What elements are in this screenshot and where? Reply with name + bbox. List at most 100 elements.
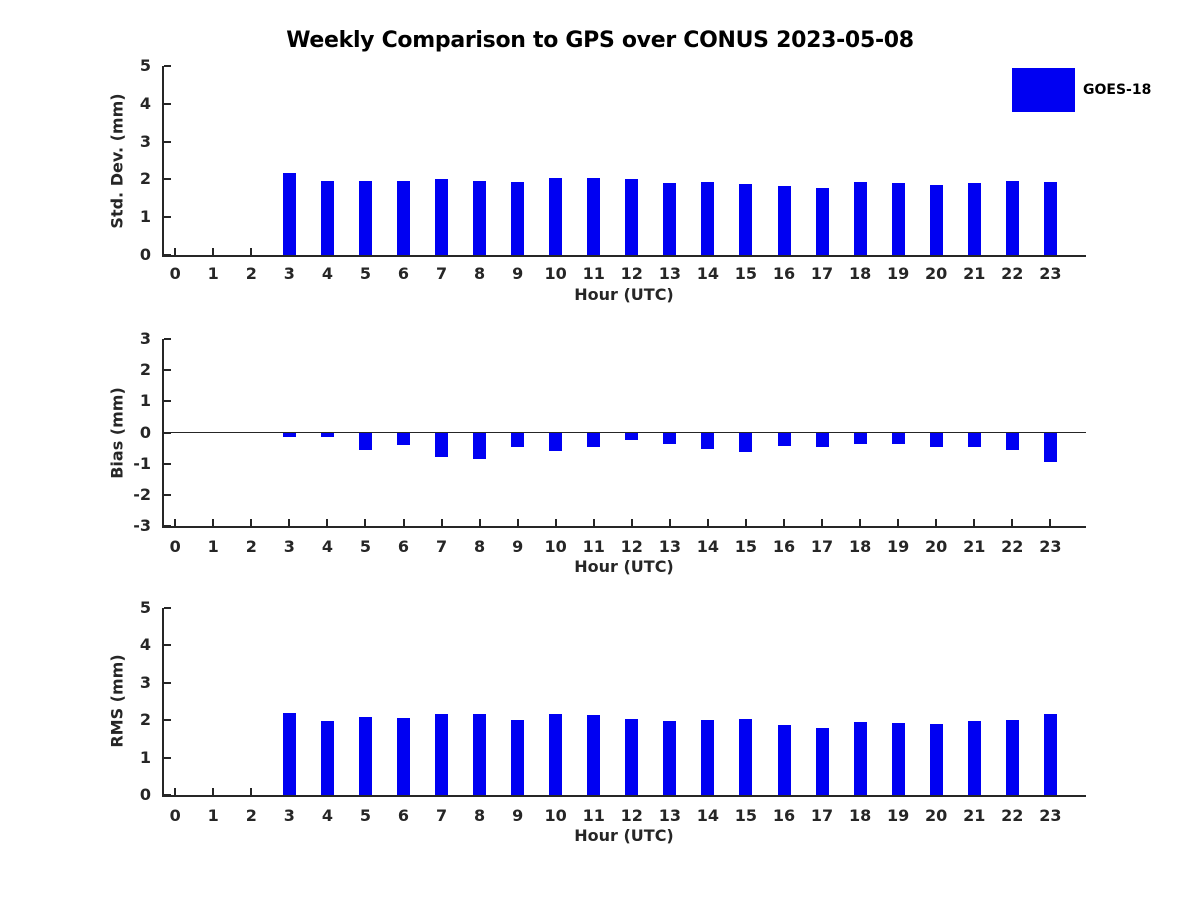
x-tick (859, 519, 862, 526)
y-tick (164, 493, 171, 496)
bias-x-axis-label: Hour (UTC) (574, 557, 674, 576)
x-tick (897, 519, 900, 526)
bar-hour-14 (701, 182, 715, 255)
bar-hour-3 (282, 712, 296, 795)
x-tick-label: 8 (474, 537, 486, 556)
x-tick-label: 4 (321, 806, 333, 825)
bar-hour-17 (815, 432, 829, 447)
bar-hour-8 (473, 432, 487, 459)
bar-hour-23 (1043, 432, 1057, 463)
x-tick (592, 519, 595, 526)
y-tick (164, 719, 171, 722)
bar-hour-10 (549, 432, 563, 452)
x-tick-label: 0 (169, 806, 181, 825)
x-tick-label: 20 (925, 537, 948, 556)
x-tick-label: 23 (1039, 806, 1062, 825)
bar-hour-13 (663, 432, 677, 445)
bar-hour-6 (397, 717, 410, 795)
bar-hour-21 (967, 182, 981, 255)
y-tick (164, 462, 171, 465)
y-tick (164, 254, 171, 256)
x-tick-label: 7 (435, 537, 448, 556)
bias-plot-area (162, 339, 1086, 528)
x-tick (364, 519, 367, 526)
bar-hour-15 (739, 432, 753, 452)
x-tick (326, 519, 329, 526)
y-tick-label: -3 (133, 516, 151, 535)
x-tick-label: 11 (582, 806, 605, 825)
y-tick-label: -1 (133, 453, 151, 473)
bar-hour-19 (891, 722, 905, 795)
bar-hour-8 (473, 181, 487, 255)
x-tick-label: 9 (512, 537, 524, 556)
x-tick-label: 13 (658, 537, 681, 556)
bar-hour-6 (397, 180, 410, 255)
bar-hour-16 (777, 432, 791, 446)
bar-hour-11 (587, 432, 601, 448)
x-tick (706, 519, 709, 526)
bar-hour-9 (511, 432, 525, 447)
x-tick-label: 16 (772, 537, 796, 556)
x-tick-label: 22 (1001, 806, 1024, 825)
y-tick-label: 3 (139, 329, 151, 348)
bar-hour-15 (739, 719, 753, 795)
bar-hour-17 (815, 188, 829, 255)
zero-reference-line (162, 431, 1086, 434)
y-tick (164, 681, 171, 684)
x-tick-label: 15 (734, 264, 758, 283)
x-tick-label: 12 (620, 537, 643, 556)
x-tick-label: 17 (810, 806, 834, 825)
bar-hour-7 (435, 432, 449, 458)
bar-hour-14 (701, 720, 715, 795)
y-tick-label: -2 (133, 484, 151, 504)
x-tick-label: 21 (963, 537, 986, 556)
x-tick-label: 7 (435, 806, 448, 825)
x-tick-label: 1 (207, 806, 219, 825)
y-tick-label: 5 (139, 598, 151, 617)
x-tick-label: 0 (169, 264, 181, 283)
bar-hour-20 (929, 185, 943, 255)
x-tick-label: 14 (696, 537, 720, 556)
x-tick (554, 519, 557, 526)
x-tick-label: 3 (283, 537, 295, 556)
bar-hour-22 (1005, 181, 1019, 255)
bar-hour-5 (358, 432, 372, 450)
x-tick-label: 10 (544, 806, 567, 825)
bar-hour-3 (282, 172, 296, 255)
x-tick-label: 18 (848, 806, 872, 825)
x-tick-label: 1 (207, 537, 219, 556)
y-tick (164, 369, 171, 372)
bar-hour-12 (625, 432, 639, 440)
x-tick (744, 519, 747, 526)
x-tick-label: 19 (887, 537, 910, 556)
y-tick-label: 1 (139, 747, 151, 767)
x-tick (250, 788, 253, 795)
bar-hour-20 (929, 723, 943, 795)
x-tick (288, 519, 291, 526)
bar-hour-7 (435, 179, 449, 255)
bar-hour-22 (1005, 432, 1019, 450)
x-tick-label: 19 (887, 264, 910, 283)
x-tick-label: 11 (582, 537, 605, 556)
bar-hour-18 (853, 721, 867, 795)
bar-hour-6 (397, 432, 410, 445)
x-tick (174, 519, 177, 526)
x-tick-label: 18 (848, 264, 872, 283)
y-tick (164, 756, 171, 759)
x-tick-label: 21 (963, 806, 986, 825)
x-tick-label: 5 (359, 264, 371, 283)
bar-hour-11 (587, 177, 601, 255)
x-tick-label: 2 (245, 806, 257, 825)
x-tick (212, 519, 215, 526)
y-tick (164, 216, 171, 219)
y-tick (164, 607, 171, 609)
x-tick (1011, 519, 1014, 526)
bar-hour-10 (549, 177, 563, 255)
x-tick-label: 12 (620, 264, 643, 283)
x-tick-label: 2 (245, 264, 257, 283)
x-tick (250, 519, 253, 526)
x-tick-label: 7 (435, 264, 448, 283)
bar-hour-23 (1043, 181, 1057, 255)
y-tick (164, 400, 171, 403)
